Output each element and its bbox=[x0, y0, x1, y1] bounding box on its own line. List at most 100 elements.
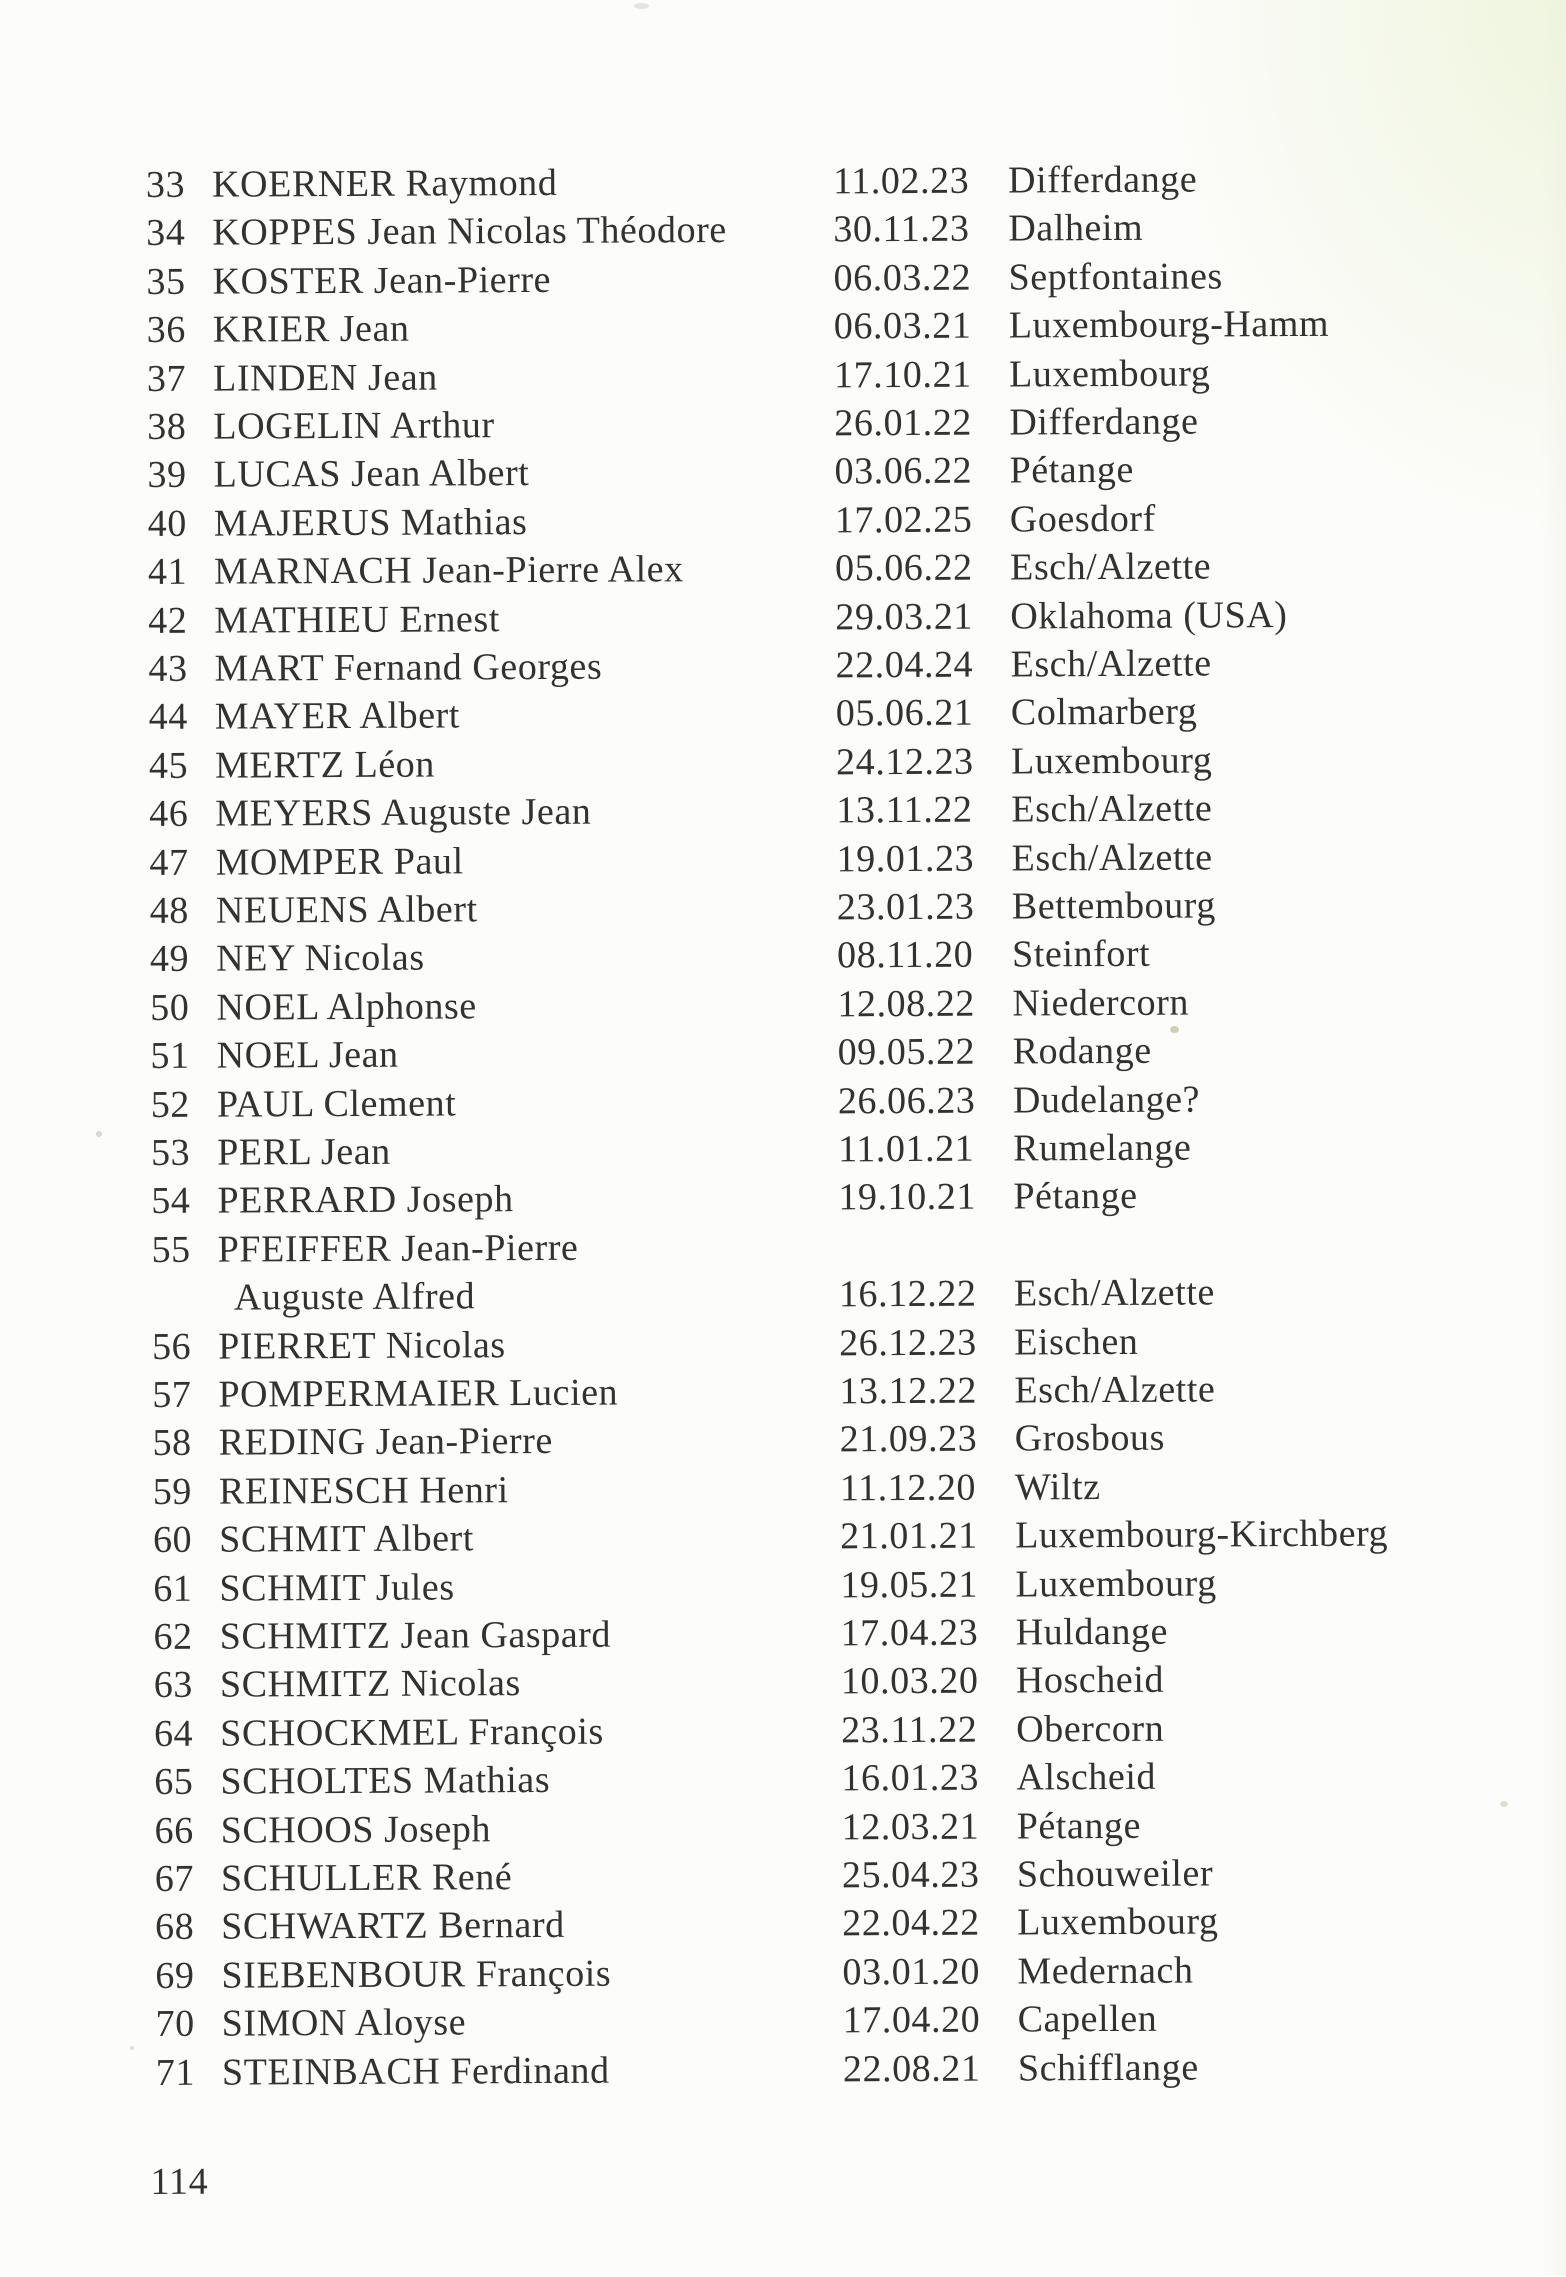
list-row: 63 SCHMITZ Nicolas 10.03.20 Hoscheid bbox=[8, 1654, 1566, 1711]
list-row: 56 PIERRET Nicolas 26.12.23 Eischen bbox=[6, 1315, 1566, 1372]
row-number: 44 bbox=[148, 696, 188, 739]
row-number: 62 bbox=[153, 1615, 193, 1659]
row-name: SCHWARTZ Bernard bbox=[221, 1904, 565, 1949]
row-date: 13.11.22 bbox=[836, 788, 973, 832]
row-date: 09.05.22 bbox=[837, 1030, 976, 1074]
row-date: 05.06.21 bbox=[835, 692, 974, 735]
row-number: 34 bbox=[146, 212, 186, 255]
row-place: Pétange bbox=[1013, 1175, 1138, 1218]
row-place: Capellen bbox=[1017, 1997, 1158, 2041]
list-row: 61 SCHMIT Jules 19.05.21 Luxembourg bbox=[7, 1557, 1566, 1614]
row-place: Huldange bbox=[1015, 1610, 1169, 1654]
row-date: 22.08.21 bbox=[842, 2047, 981, 2090]
list-row: 36 KRIER Jean 06.03.21 Luxembourg-Hamm bbox=[1, 299, 1566, 356]
row-place: Luxembourg bbox=[1010, 739, 1213, 783]
row-name: SCHOCKMEL François bbox=[220, 1710, 604, 1755]
row-name: SCHMIT Albert bbox=[219, 1517, 475, 1561]
row-number: 41 bbox=[147, 550, 188, 594]
row-date: 12.08.22 bbox=[837, 982, 976, 1026]
row-number: 68 bbox=[154, 1906, 195, 1949]
list-row: 64 SCHOCKMEL François 23.11.22 Obercorn bbox=[8, 1702, 1566, 1759]
row-number: 69 bbox=[155, 1954, 195, 1997]
row-number: 35 bbox=[146, 260, 186, 303]
row-date: 23.11.22 bbox=[841, 1708, 978, 1752]
row-place: Rumelange bbox=[1013, 1126, 1192, 1170]
row-name: MERTZ Léon bbox=[215, 743, 435, 787]
list-row: 49 NEY Nicolas 08.11.20 Steinfort bbox=[4, 928, 1566, 985]
row-date: 16.01.23 bbox=[841, 1756, 980, 1800]
row-name: SCHMIT Jules bbox=[219, 1566, 455, 1610]
row-number: 65 bbox=[154, 1760, 194, 1804]
list-row: 68 SCHWARTZ Bernard 22.04.22 Luxembourg bbox=[9, 1896, 1566, 1953]
row-place: Luxembourg-Kirchberg bbox=[1015, 1512, 1389, 1557]
row-name: SIMON Aloyse bbox=[221, 2001, 467, 2045]
row-date: 03.01.20 bbox=[842, 1950, 981, 1994]
row-name: KOSTER Jean-Pierre bbox=[212, 258, 552, 303]
list-row: 39 LUCAS Jean Albert 03.06.22 Pétange bbox=[1, 444, 1566, 501]
row-name: SCHULLER René bbox=[220, 1856, 513, 1900]
list-row: 33 KOERNER Raymond 11.02.23 Differdange bbox=[0, 154, 1566, 211]
row-date: 24.12.23 bbox=[836, 740, 974, 784]
row-place: Esch/Alzette bbox=[1009, 545, 1212, 589]
row-date: 17.04.23 bbox=[840, 1611, 979, 1655]
row-name: NOEL Alphonse bbox=[216, 985, 477, 1029]
list-row: 69 SIEBENBOUR François 03.01.20 Medernach bbox=[9, 1944, 1566, 2001]
row-place: Bettembourg bbox=[1011, 884, 1216, 928]
row-number: 56 bbox=[151, 1325, 192, 1368]
list-row: 66 SCHOOS Joseph 12.03.21 Pétange bbox=[9, 1799, 1566, 1856]
row-place: Esch/Alzette bbox=[1011, 787, 1213, 831]
row-name: PFEIFFER Jean-Pierre bbox=[217, 1226, 579, 1271]
row-name: MAJERUS Mathias bbox=[213, 500, 528, 545]
list-row: 67 SCHULLER René 25.04.23 Schouweiler bbox=[9, 1848, 1566, 1905]
row-number: 60 bbox=[152, 1518, 193, 1562]
list-row: 71 STEINBACH Ferdinand 22.08.21 Schifflange bbox=[10, 2041, 1566, 2098]
row-place: Schouweiler bbox=[1016, 1852, 1214, 1896]
row-date: 08.11.20 bbox=[837, 934, 974, 977]
row-place: Pétange bbox=[1016, 1804, 1142, 1848]
row-name: LUCAS Jean Albert bbox=[213, 452, 530, 497]
row-date: 19.05.21 bbox=[840, 1563, 979, 1606]
list-row: 38 LOGELIN Arthur 26.01.22 Differdange bbox=[1, 396, 1566, 453]
row-place: Differdange bbox=[1007, 158, 1198, 202]
row-name: KRIER Jean bbox=[212, 307, 410, 351]
list-row: 55 PFEIFFER Jean-Pierre Auguste Alfred 16.1… bbox=[6, 1218, 1566, 1323]
row-number: 58 bbox=[152, 1422, 192, 1465]
row-date: 06.03.21 bbox=[833, 304, 972, 348]
row-date: 17.02.25 bbox=[834, 498, 973, 542]
row-place: Eischen bbox=[1014, 1320, 1139, 1364]
row-number: 33 bbox=[145, 163, 186, 207]
row-place: Esch/Alzette bbox=[1011, 836, 1213, 880]
row-name: SCHMITZ Nicolas bbox=[219, 1662, 521, 1707]
row-name: PERL Jean bbox=[217, 1130, 391, 1174]
row-name: SCHOLTES Mathias bbox=[220, 1759, 551, 1803]
list-row: 43 MART Fernand Georges 22.04.24 Esch/Alzet… bbox=[2, 638, 1566, 695]
row-number: 45 bbox=[148, 744, 189, 787]
row-date: 21.09.23 bbox=[839, 1418, 978, 1461]
list-row: 54 PERRARD Joseph 19.10.21 Pétange bbox=[5, 1170, 1566, 1227]
row-number: 61 bbox=[153, 1567, 193, 1610]
row-place: Luxembourg bbox=[1008, 352, 1211, 396]
row-name: POMPERMAIER Lucien bbox=[218, 1371, 619, 1416]
row-date: 10.03.20 bbox=[840, 1660, 979, 1703]
page-number: 114 bbox=[150, 2160, 209, 2204]
row-name: SCHMITZ Jean Gaspard bbox=[219, 1613, 612, 1658]
list-row: 53 PERL Jean 11.01.21 Rumelange bbox=[5, 1122, 1566, 1179]
list-row: 70 SIMON Aloyse 17.04.20 Capellen bbox=[10, 1993, 1566, 2050]
row-place: Schifflange bbox=[1017, 2046, 1199, 2090]
row-place: Niedercorn bbox=[1012, 981, 1190, 1025]
row-number: 59 bbox=[152, 1470, 193, 1513]
row-name: KOERNER Raymond bbox=[211, 161, 558, 206]
row-number: 37 bbox=[146, 357, 187, 400]
row-place: Hoscheid bbox=[1015, 1659, 1165, 1702]
row-number: 46 bbox=[149, 792, 189, 836]
row-name: PIERRET Nicolas bbox=[218, 1323, 506, 1368]
list-row: 51 NOEL Jean 09.05.22 Rodange bbox=[5, 1025, 1566, 1082]
list-row: 52 PAUL Clement 26.06.23 Dudelange? bbox=[5, 1073, 1566, 1130]
row-name: MARNACH Jean-Pierre Alex bbox=[213, 548, 684, 593]
row-name: STEINBACH Ferdinand bbox=[221, 2049, 610, 2094]
row-place: Medernach bbox=[1017, 1949, 1194, 1993]
list-row: 42 MATHIEU Ernest 29.03.21 Oklahoma (USA) bbox=[2, 589, 1566, 646]
row-number: 52 bbox=[150, 1083, 191, 1126]
row-name: NOEL Jean bbox=[216, 1033, 399, 1077]
